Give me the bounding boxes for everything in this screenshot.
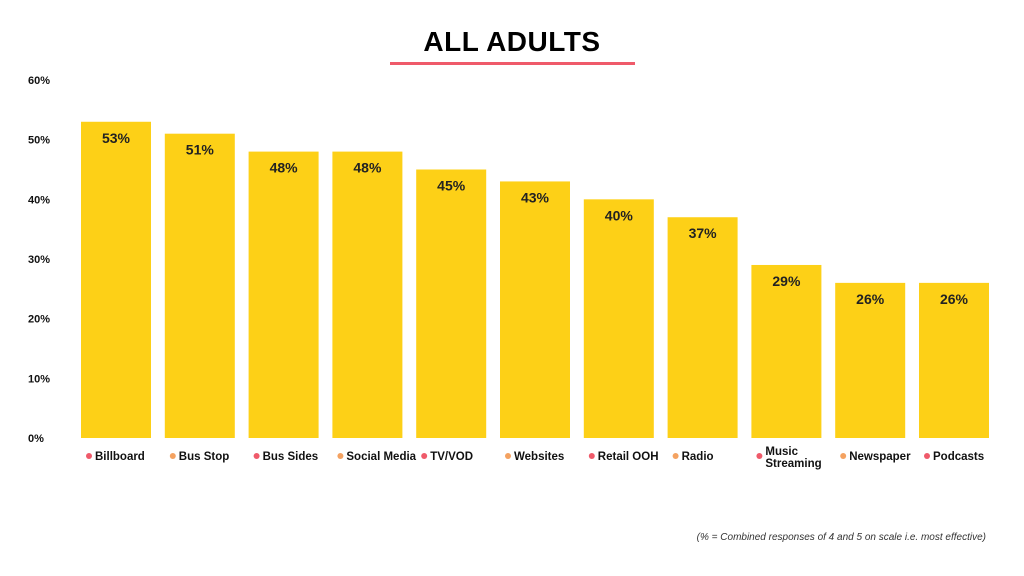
y-tick-label: 40% [28,194,50,206]
bullet-dot [840,453,847,459]
bars: 53% 51% 48% 48% 45% 43% 40% 37% 29% 26% 26% [81,121,989,439]
data-label: 26% [940,291,969,307]
x-tick-label: Websites [505,451,564,463]
x-tick-text: Social Media [346,451,416,463]
data-label: 45% [437,178,466,194]
x-tick-text: TV/VOD [430,451,473,463]
bullet-dot [588,453,595,459]
x-tick-label: Billboard [86,451,145,463]
data-label: 37% [689,225,718,241]
x-tick-text: Podcasts [933,451,984,463]
data-label: 40% [605,207,634,223]
bar [667,217,738,438]
x-tick-label: Bus Sides [253,451,319,463]
bullet-dot [672,453,679,459]
data-label: 26% [856,291,885,307]
x-tick-label: Newspaper [840,451,911,463]
bullet-dot [421,453,428,459]
x-tick-label: Social Media [337,451,417,463]
bar [332,151,403,438]
y-tick-label: 60% [28,75,50,87]
data-label: 29% [772,273,801,289]
x-tick-text: Retail OOH [598,451,659,463]
bar [919,282,989,438]
bullet-dot [86,453,92,459]
x-tick-text: Bus Stop [179,451,229,463]
data-label: 51% [186,142,215,158]
data-label: 48% [270,160,299,176]
y-tick-label: 10% [28,373,50,385]
chart-title: ALL ADULTS [423,26,601,57]
data-label: 53% [102,130,131,146]
bar [835,282,906,438]
y-tick-label: 20% [28,314,50,326]
x-tick-label: Podcasts [924,451,984,463]
bar [164,133,235,438]
bar [248,151,319,438]
data-label: 43% [521,189,550,205]
bullet-dot [505,453,511,459]
x-axis: Billboard Bus Stop Bus Sides Social Media TV… [86,446,984,470]
x-tick-text: Radio [682,451,714,463]
x-tick-label: TV/VOD [421,451,473,463]
title-underline [390,62,635,65]
x-tick-text: Websites [514,451,564,463]
bullet-dot [337,453,344,459]
y-tick-label: 30% [28,254,50,266]
data-label: 48% [353,160,382,176]
bullet-dot [253,453,260,459]
bar [583,199,654,438]
x-tick-label: Radio [672,451,714,463]
y-tick-label: 0% [28,433,44,445]
x-tick-text: Bus Sides [263,451,319,463]
bar [81,121,151,439]
x-tick-text: Billboard [95,451,145,463]
bullet-dot [169,453,176,459]
x-tick-label: Retail OOH [588,451,659,463]
y-tick-label: 50% [28,135,50,147]
bullet-dot [924,453,930,459]
bar [500,181,570,438]
y-axis: 0% 10% 20% 30% 40% 50% 60% [28,75,50,445]
footnote: (% = Combined responses of 4 and 5 on sc… [696,532,986,543]
x-tick-text: Music [765,446,798,458]
bullet-dot [756,453,763,459]
x-tick-label: Bus Stop [169,451,229,463]
bar [751,264,822,438]
x-tick-text: Streaming [765,458,821,470]
bar [416,169,487,438]
x-tick-text: Newspaper [849,451,911,463]
